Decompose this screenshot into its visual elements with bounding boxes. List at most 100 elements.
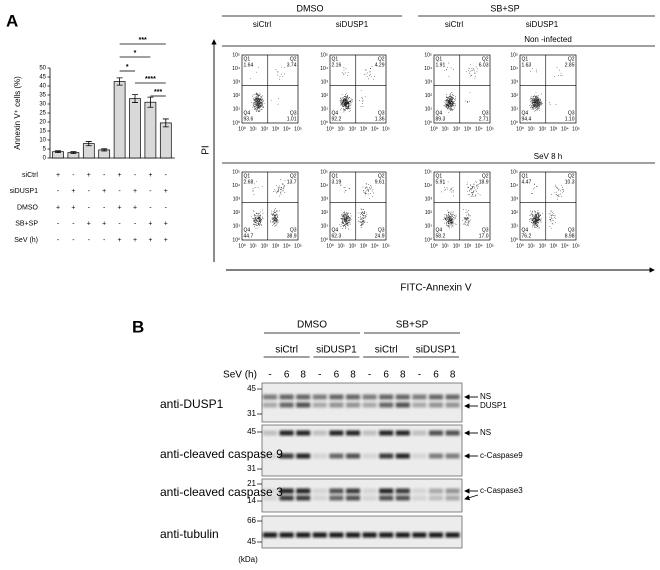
blot-membrane [261,424,463,477]
y-tick-label: 10³ [233,80,241,86]
quadrant-value: 2.85 [565,62,575,68]
y-tick-label: 0 [43,156,47,162]
x-tick-label: 10⁴ [371,126,379,132]
band [296,453,311,459]
y-tick-label: 10⁰ [424,237,432,243]
condition-sign: + [87,172,91,179]
x-tick-label: 10¹ [338,126,346,132]
y-tick-label: 10³ [321,80,329,86]
quadrant-name: Q1 [244,173,251,179]
quadrant-value: 3.19 [332,179,342,185]
quadrant-value: 5.91 [436,179,446,185]
band [429,532,443,538]
bar [144,101,157,159]
y-tick-label: 10⁰ [510,120,518,126]
quadrant-name: Q2 [568,173,575,179]
sirna-label: siCtrl [253,20,271,29]
band [312,495,327,501]
condition-sign: - [103,204,106,211]
blot-membrane [261,478,463,513]
band-label: c-Caspase9 [480,451,523,460]
band [429,430,443,436]
sirna-label: siDUSP1 [336,20,369,29]
unit-label: (kDa) [238,555,258,564]
band [263,402,277,408]
sirna-label: siCtrl [275,345,298,356]
band [263,453,277,459]
band [379,532,394,538]
condition-sign: + [56,172,60,179]
x-tick-label: 10¹ [338,243,346,249]
plot-frame [519,171,577,241]
quadrant-name: Q4 [244,227,251,233]
y-tick-label: 10⁵ [232,169,240,175]
band [395,430,410,436]
x-tick-label: 10² [261,126,269,132]
x-tick-label: 10⁴ [371,243,379,249]
band [412,495,427,501]
quadrant-name: Q2 [290,173,297,179]
band [445,453,460,459]
condition-sign: - [88,237,91,244]
condition-label: siCtrl [22,172,38,179]
bar [113,81,126,159]
y-tick-label: 10⁵ [424,169,432,175]
event-dots [251,179,286,229]
error-bar [132,94,138,103]
blot-membrane [261,382,463,423]
plot-frame [433,54,491,124]
condition-sign: + [87,221,91,228]
band [279,532,294,538]
quadrant-value: 3.74 [287,62,297,68]
quadrant-name: Q2 [568,56,575,62]
x-tick-label: 10³ [464,126,472,132]
lane-label: - [268,370,271,381]
x-axis-title: FITC-Annexin V [400,283,471,294]
error-bar [55,150,61,153]
lane-label: - [318,370,321,381]
band [296,532,311,538]
quadrant-name: Q2 [482,56,489,62]
sirna-label: siDUSP1 [416,345,457,356]
band [312,488,327,494]
condition-sign: + [148,237,152,244]
condition-sign: + [71,188,75,195]
condition-sign: - [103,172,106,179]
quadrant-value: 2.68 [244,179,254,185]
band [412,453,427,459]
x-tick-label: 10¹ [442,243,450,249]
band [263,532,277,538]
band [412,394,427,400]
y-tick-label: 15 [39,129,46,135]
quadrant-value: 76.2 [522,233,532,239]
band [445,532,460,538]
quadrant-value: 9.61 [375,179,385,185]
quadrant-name: Q3 [568,227,575,233]
x-tick-label: 10⁴ [475,126,483,132]
band [445,402,460,408]
quadrant-value: 62.3 [332,233,342,239]
y-tick-label: 10¹ [233,107,241,113]
x-tick-label: 10⁵ [486,126,494,132]
quadrant-name: Q4 [436,227,443,233]
x-tick-label: 10⁰ [430,243,438,249]
x-tick-label: 10² [453,126,461,132]
y-tick-label: 10⁴ [424,66,432,72]
x-tick-label: 10³ [360,126,368,132]
lane-label: 6 [383,370,389,381]
x-tick-label: 10¹ [250,243,258,249]
condition-sign: + [164,221,168,228]
band [395,532,410,538]
y-tick-label: 10² [511,93,519,99]
band [429,402,443,408]
y-tick-label: 10⁴ [232,183,240,189]
band [445,430,460,436]
quadrant-name: Q2 [378,173,385,179]
panel-label: B [132,317,144,336]
condition-sign: + [133,204,137,211]
quadrant-name: Q3 [568,110,575,116]
event-dots [441,180,481,229]
lane-axis-label: SeV (h) [223,370,257,381]
band [445,488,460,494]
